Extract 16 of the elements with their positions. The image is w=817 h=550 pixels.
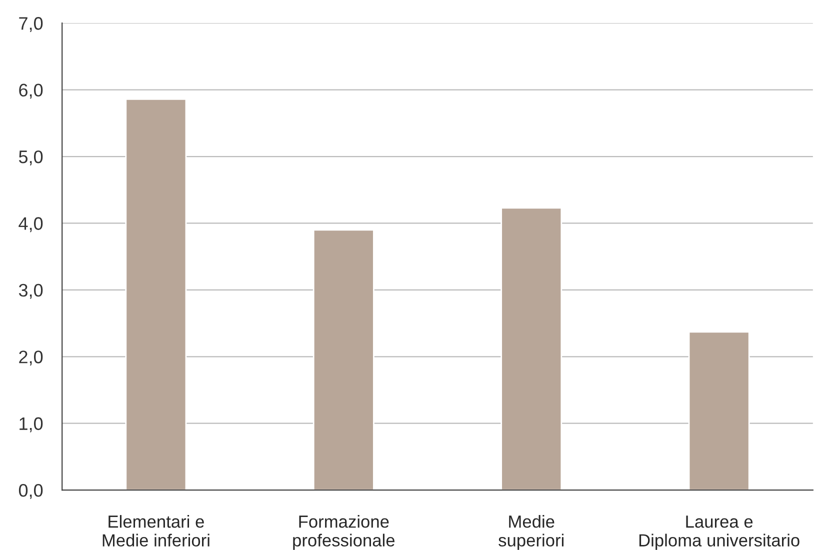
bar bbox=[688, 331, 750, 490]
y-tick-label: 4,0 bbox=[18, 217, 43, 232]
bar bbox=[125, 98, 187, 490]
y-tick-label: 1,0 bbox=[20, 417, 43, 432]
x-tick-label: Formazione professionale bbox=[293, 515, 395, 550]
y-tick-label: 7,0 bbox=[19, 17, 43, 32]
x-tick-label: Elementari e Medie inferiori bbox=[102, 515, 210, 546]
x-tick-label: Medie superiori bbox=[498, 515, 564, 550]
bar bbox=[312, 229, 374, 490]
bar bbox=[500, 207, 562, 490]
y-tick-label: 6,0 bbox=[19, 84, 43, 99]
y-tick-label: 3,0 bbox=[18, 284, 43, 299]
y-tick-label: 2,0 bbox=[19, 350, 43, 366]
y-tick-label: 0,0 bbox=[18, 484, 43, 499]
y-tick-label: 5,0 bbox=[18, 150, 43, 166]
x-tick-label: Laurea e Diploma universitario bbox=[639, 516, 800, 550]
